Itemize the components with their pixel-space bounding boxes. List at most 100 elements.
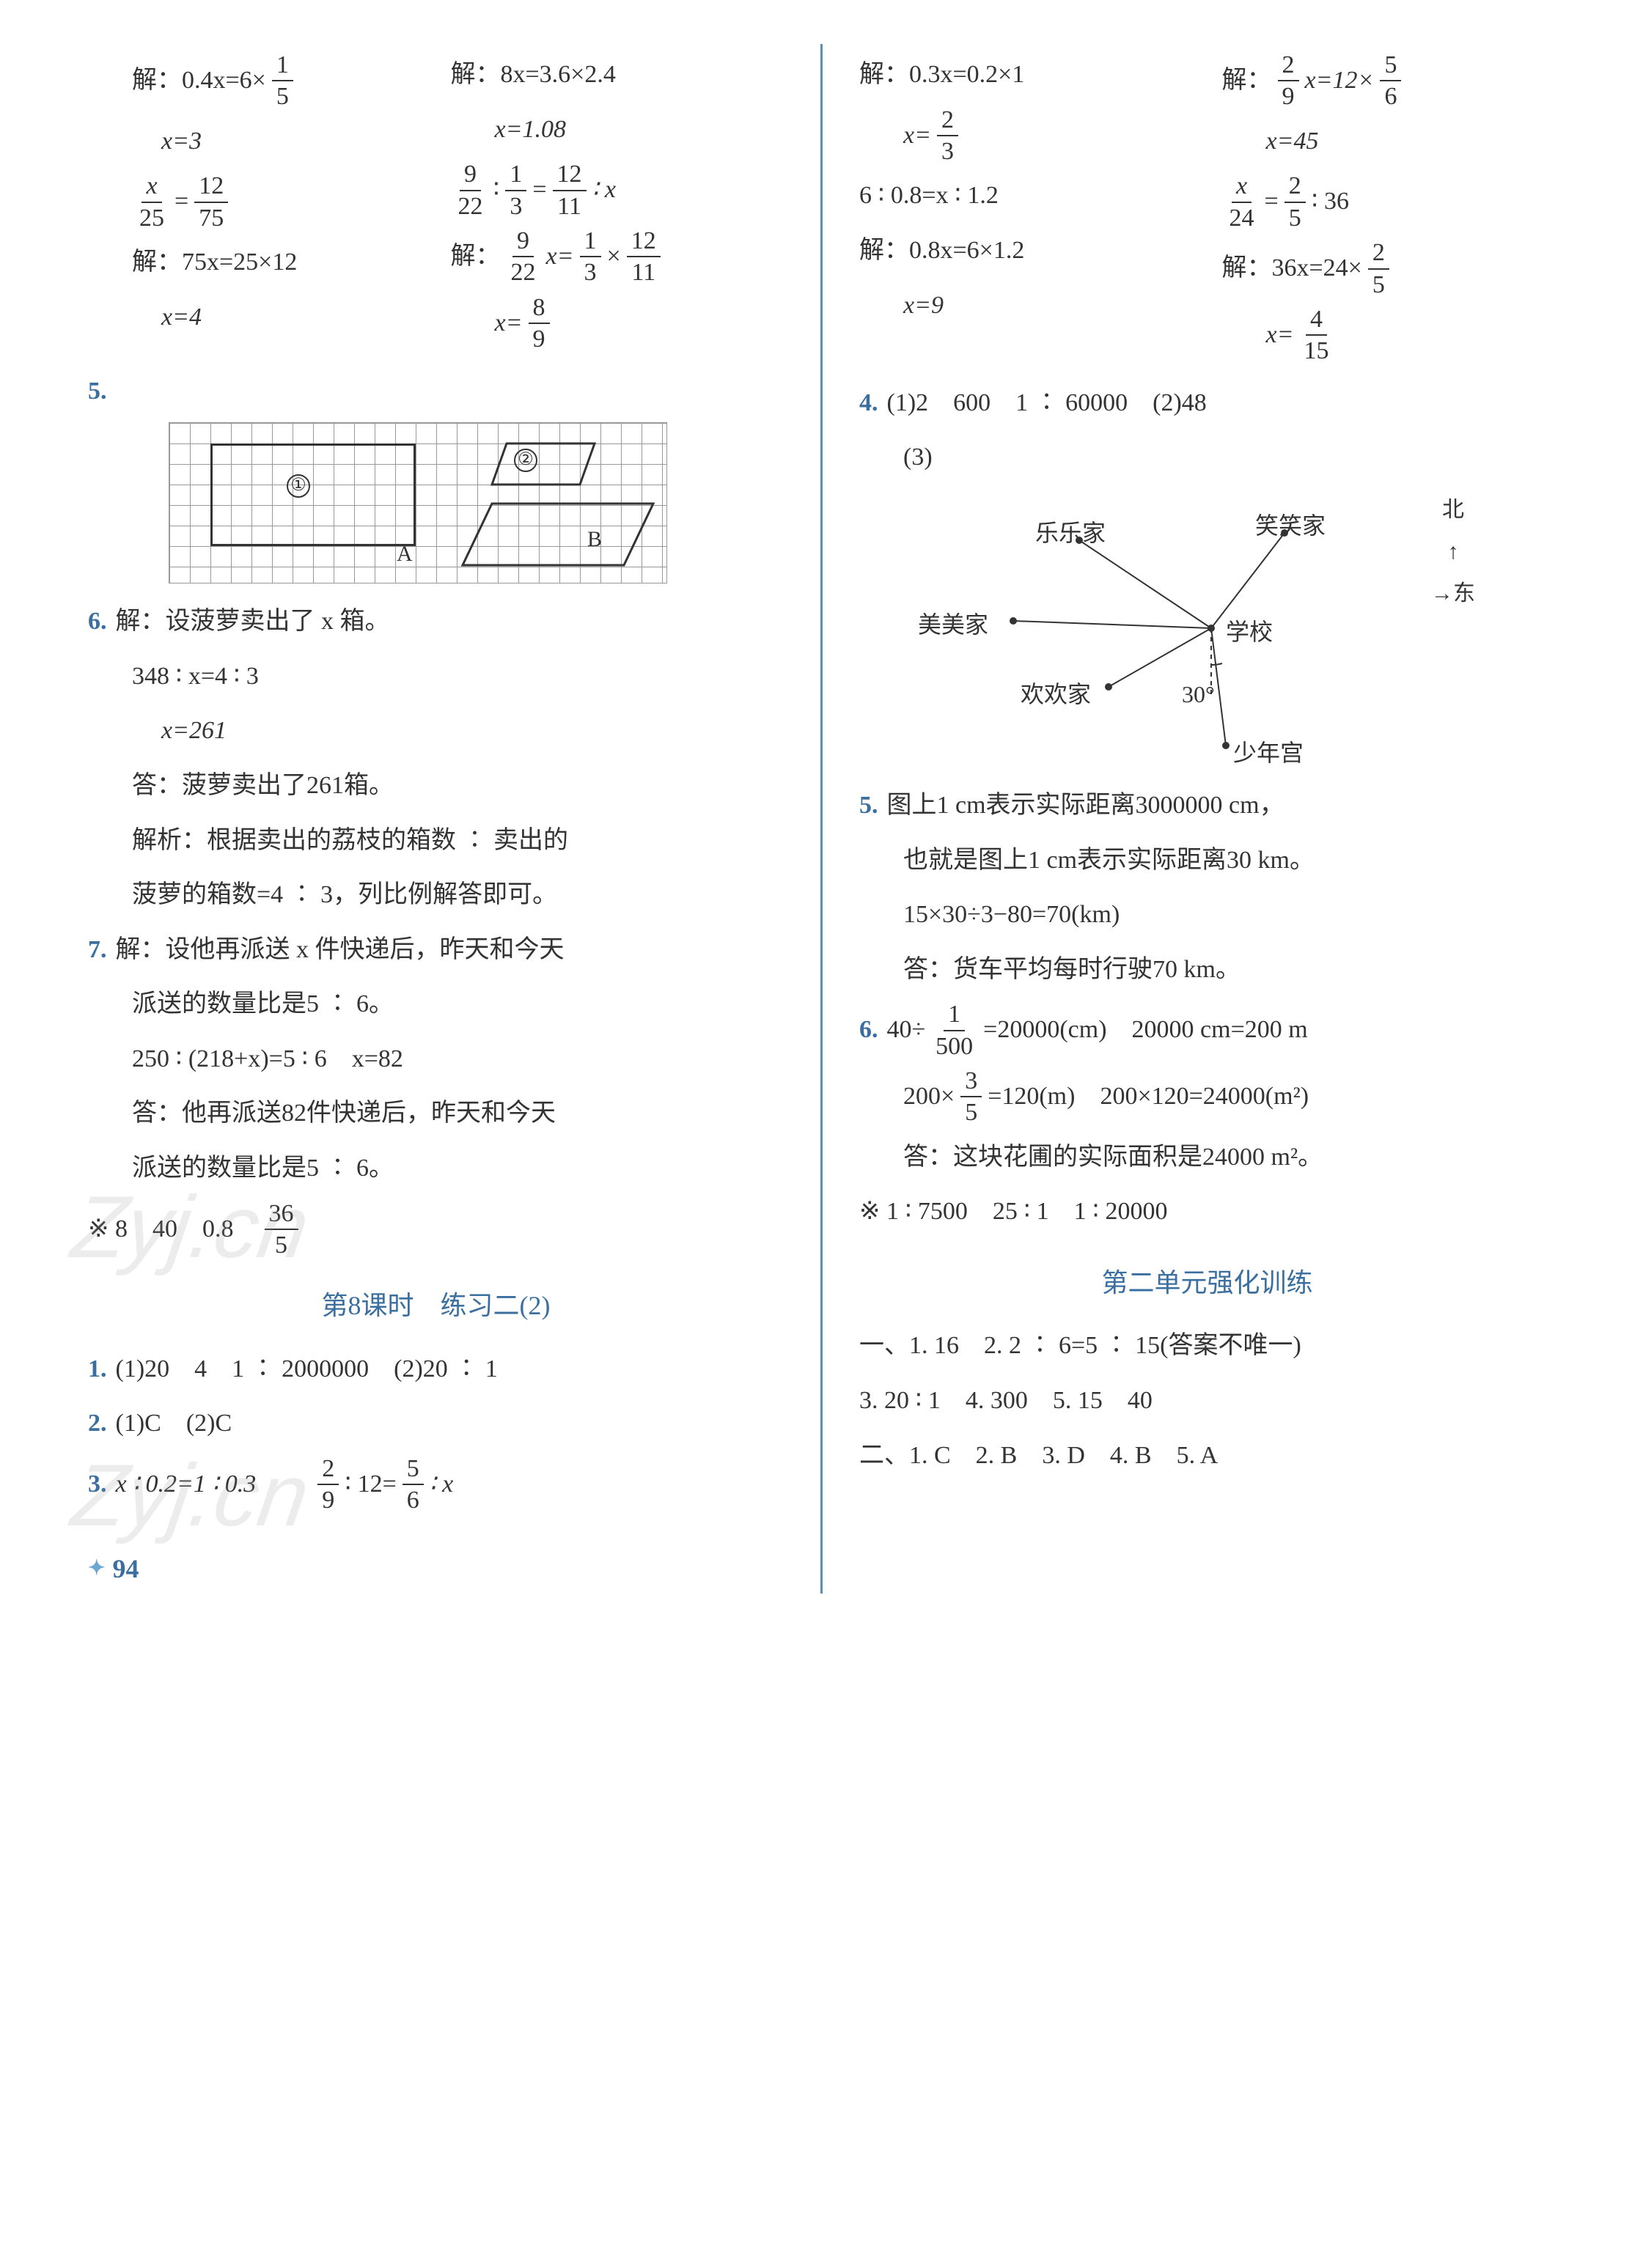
left-column: Zyj.cn Zyj.cn 解：0.4x=6×15 x=3 x25=1275 解… [88,44,784,1594]
math-text: x=45 [1266,118,1319,166]
frac-num: 36 [265,1200,298,1230]
frac-num: 9 [460,161,481,191]
frac-den: 500 [931,1031,977,1060]
label-b: B [587,518,602,560]
frac-den: 5 [960,1097,982,1126]
item-number: 4. [859,380,878,427]
math-text: 解：0.3x=0.2×1 [859,51,1024,99]
text: 3. 20 ∶ 1 4. 300 5. 15 40 [859,1377,1153,1425]
math-text: ∶ 36 [1312,178,1349,226]
frac-num: 9 [512,227,534,257]
answer-text: 答：他再派送82件快递后，昨天和今天 [132,1090,556,1138]
text: 图上1 cm表示实际距离3000000 cm， [887,782,1284,830]
frac-num: 2 [1368,239,1389,269]
text: (1)2 600 1 ∶ 60000 (2)48 [887,380,1207,427]
map-node: 欢欢家 [1021,672,1091,717]
map-node: 乐乐家 [1035,511,1106,556]
math-text: x=3 [161,118,202,166]
math-block: 解：0.3x=0.2×1 x=23 6 ∶ 0.8=x ∶ 1.2 解：0.8x… [859,44,1555,372]
page-number-text: 94 [112,1544,139,1594]
shape-label-1: ① [287,474,310,498]
sep: ∶ [493,166,500,214]
frac-den: 9 [317,1485,339,1514]
frac-num: 2 [1278,51,1299,81]
frac-num: 2 [1284,172,1306,202]
frac-num: 2 [317,1455,339,1485]
frac-den: 3 [505,191,526,220]
text: 解：设菠萝卖出了 x 箱。 [116,598,390,646]
math-text: 解：0.8x=6×1.2 [859,227,1024,275]
frac-den: 9 [529,324,550,353]
frac-num: 5 [403,1455,424,1485]
math-block: 解：0.4x=6×15 x=3 x25=1275 解：75x=25×12 x=4… [88,44,784,361]
frac-num: 5 [1380,51,1401,81]
text: (3) [903,434,933,482]
frac-num: 1 [580,227,601,257]
map-node: 美美家 [918,603,988,647]
frac-den: 5 [1284,203,1306,232]
math-text: x= [546,233,574,281]
frac-den: 15 [1300,336,1334,364]
frac-den: 11 [553,191,586,220]
frac-den: 22 [454,191,488,220]
math-text: x=1.08 [495,106,567,154]
frac-den: 9 [1278,81,1299,110]
frac-num: 12 [627,227,661,257]
frac-num: 1 [944,1001,965,1031]
math-text: 解：75x=25×12 [132,239,297,287]
frac-den: 5 [272,81,293,110]
frac-num: 1 [272,51,293,81]
star-icon: ✦ [88,1549,105,1588]
answer-text: 派送的数量比是5 ∶ 6。 [132,1145,394,1193]
frac-den: 24 [1225,203,1259,232]
math-text: 解：36x=24× [1222,245,1362,292]
math-text: ∶ x [430,1461,453,1509]
item-number: 5. [859,782,878,830]
text: 解：设他再派送 x 件快递后，昨天和今天 [116,927,565,974]
compass-n: 北 [1431,489,1475,531]
angle-label: 30° [1182,672,1215,717]
star-note: ※ 8 40 0.8 [88,1206,259,1253]
math-text: 解： [1222,57,1272,105]
math-text: x=261 [161,707,227,755]
eq: = [1265,178,1279,226]
item-number: 6. [859,1006,878,1054]
map-node: 学校 [1226,610,1273,655]
shape-parallelogram [463,504,653,565]
column-divider [820,44,823,1594]
item-number: 1. [88,1346,107,1393]
answer-text: 答：菠萝卖出了261箱。 [132,762,394,810]
math-text: 解： [451,233,501,281]
item-number: 7. [88,927,107,974]
sep: ∶ x [592,166,616,214]
math-text: 解：8x=3.6×2.4 [451,51,616,99]
frac-den: 5 [1368,270,1389,298]
item-number: 6. [88,598,107,646]
text: (1)C (2)C [116,1400,232,1448]
eq: = [532,166,546,214]
text: 一、1. 16 2. 2 ∶ 6=5 ∶ 15(答案不唯一) [859,1322,1301,1370]
shape-rect [210,443,416,546]
frac-den: 22 [507,257,540,286]
math-text: ∶ 12= [345,1461,397,1509]
math-text: =20000(cm) 20000 cm=200 m [983,1006,1308,1054]
math-text: x ∶ 0.2=1 ∶ 0.3 [116,1461,257,1509]
frac-num: 4 [1306,306,1327,336]
label-a: A [397,533,413,575]
frac-num: x [141,172,161,202]
text: 派送的数量比是5 ∶ 6。 [132,981,394,1028]
math-text: x=12× [1305,57,1375,105]
math-text: 348 ∶ x=4 ∶ 3 [132,653,259,701]
math-text: x=9 [903,282,944,330]
math-text: 200× [903,1073,955,1121]
math-text: 6 ∶ 0.8=x ∶ 1.2 [859,172,999,220]
text: 也就是图上1 cm表示实际距离30 km。 [903,837,1315,885]
math-text: 解：0.4x=6× [132,57,266,105]
math-text: x= [903,112,931,160]
times: × [607,233,621,281]
frac-num: 12 [553,161,587,191]
page-number: ✦ 94 [88,1544,784,1594]
analysis-text: 菠萝的箱数=4 ∶ 3，列比例解答即可。 [132,872,557,919]
math-text: x=4 [161,294,202,342]
text: (1)20 4 1 ∶ 2000000 (2)20 ∶ 1 [116,1346,498,1393]
